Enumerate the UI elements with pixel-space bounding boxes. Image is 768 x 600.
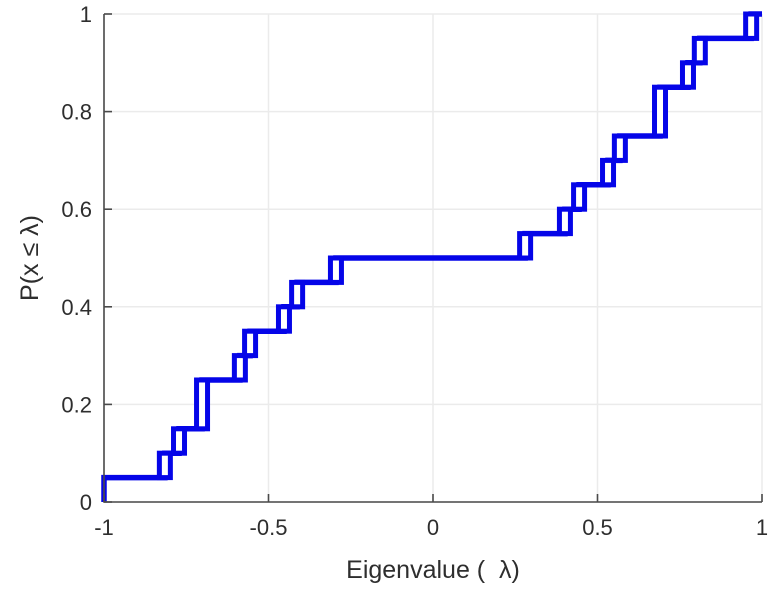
- x-tick-label: 0: [427, 515, 439, 540]
- step-marker: [556, 206, 573, 237]
- step-marker: [275, 304, 292, 334]
- step-marker: [171, 426, 188, 456]
- ecdf-series: [101, 11, 762, 502]
- x-tick-label: 0.5: [582, 515, 613, 540]
- x-tick-label: -0.5: [250, 515, 288, 540]
- step-marker: [611, 133, 628, 163]
- y-axis-label: P(x ≤ λ): [16, 215, 44, 301]
- axes: [103, 13, 763, 503]
- step-marker: [691, 35, 708, 66]
- step-marker: [679, 60, 696, 90]
- y-tick-label: 0: [80, 490, 92, 515]
- step-marker: [600, 157, 617, 188]
- x-axis-label: Eigenvalue ( λ): [346, 556, 520, 584]
- y-tick-label: 1: [80, 2, 92, 27]
- step-marker: [194, 377, 211, 432]
- step-marker: [156, 450, 173, 481]
- step-marker: [231, 353, 248, 383]
- x-tick-label: -1: [94, 515, 114, 540]
- y-tick-label: 0.2: [61, 392, 92, 417]
- step-marker: [242, 328, 259, 359]
- tick-labels: -1 -0.5 0 0.5 1 0 0.2 0.4 0.6 0.8 1: [61, 2, 768, 540]
- step-marker: [517, 231, 534, 261]
- step-marker: [743, 11, 760, 41]
- step-marker: [289, 279, 306, 310]
- y-tick-label: 0.4: [61, 295, 92, 320]
- step-marker: [652, 84, 669, 139]
- x-tick-label: 1: [756, 515, 768, 540]
- y-tick-label: 0.6: [61, 197, 92, 222]
- step-marker: [571, 182, 588, 212]
- step-marker: [327, 255, 344, 285]
- y-tick-label: 0.8: [61, 100, 92, 125]
